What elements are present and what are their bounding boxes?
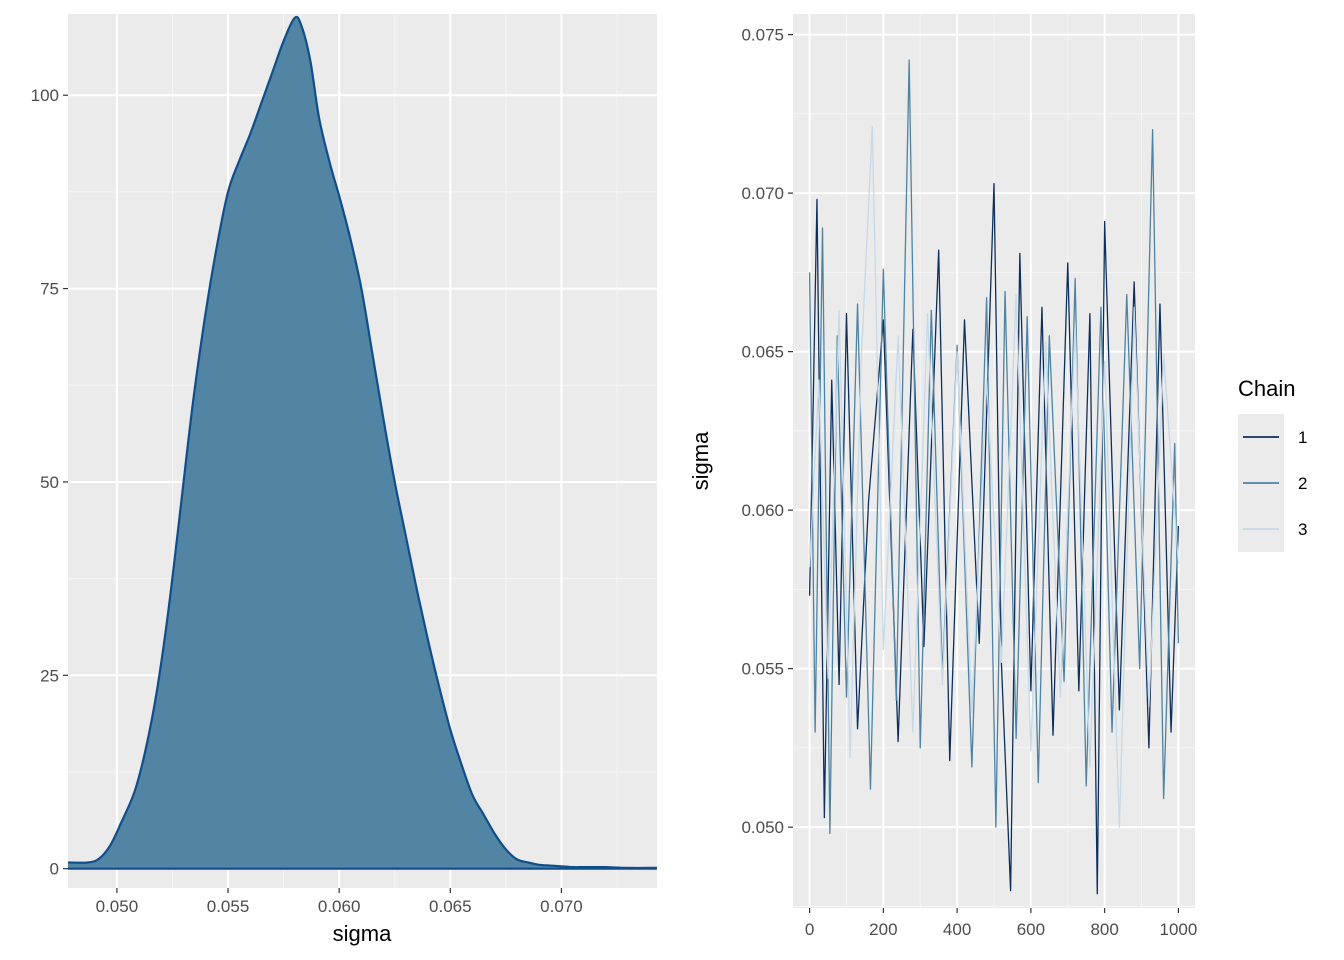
trace-x-axis: 0 200 400 600 800 1000: [805, 908, 1197, 939]
density-panel: 0.050 0.055 0.060 0.065 0.070 0 25 50 75 100 sig…: [31, 14, 658, 946]
density-area: [68, 16, 657, 869]
density-y-tick-label: 75: [40, 280, 59, 299]
trace-y-tick-label: 0.065: [741, 343, 784, 362]
trace-y-axis-title: sigma: [688, 431, 713, 490]
density-y-tick-label: 25: [40, 666, 59, 685]
legend-label-chain-1: 1: [1298, 428, 1307, 447]
density-y-tick-label: 50: [40, 473, 59, 492]
density-x-tick-label: 0.050: [96, 897, 139, 916]
trace-y-axis: 0.050 0.055 0.060 0.065 0.070 0.075: [741, 26, 793, 837]
trace-y-tick-label: 0.070: [741, 184, 784, 203]
legend-label-chain-3: 3: [1298, 520, 1307, 539]
density-x-tick-label: 0.060: [318, 897, 361, 916]
trace-x-tick-label: 1000: [1159, 920, 1197, 939]
trace-x-tick-label: 400: [943, 920, 971, 939]
trace-x-tick-label: 800: [1090, 920, 1118, 939]
trace-panel: 0 200 400 600 800 1000 0.0500.0550.0600.0650.…: [688, 14, 1197, 939]
density-curve-group: [67, 15, 658, 870]
legend: Chain 1 2 3: [1238, 376, 1307, 552]
trace-y-tick-label: 0.075: [741, 26, 784, 45]
density-x-tick-label: 0.055: [207, 897, 250, 916]
density-curve: [67, 15, 658, 870]
trace-x-tick-label: 200: [869, 920, 897, 939]
legend-title: Chain: [1238, 376, 1295, 401]
density-y-tick-label: 100: [31, 86, 59, 105]
density-y-tick-label: 0: [50, 860, 59, 879]
density-y-axis: 0 25 50 75 100: [31, 86, 68, 879]
density-x-axis-title: sigma: [333, 921, 392, 946]
legend-label-chain-2: 2: [1298, 474, 1307, 493]
density-x-tick-label: 0.070: [540, 897, 583, 916]
trace-y-tick-label: 0.060: [741, 501, 784, 520]
trace-lines-group: [808, 59, 1180, 895]
density-x-axis: 0.050 0.055 0.060 0.065 0.070: [96, 888, 583, 916]
trace-line-chain-3: [808, 125, 1180, 828]
trace-x-tick-label: 600: [1017, 920, 1045, 939]
trace-line-chain-2: [808, 59, 1180, 835]
density-x-tick-label: 0.065: [429, 897, 472, 916]
legend-entries: 1 2 3: [1238, 414, 1307, 552]
trace-x-tick-label: 0: [805, 920, 814, 939]
trace-y-tick-label: 0.050: [741, 818, 784, 837]
trace-y-tick-label: 0.055: [741, 660, 784, 679]
